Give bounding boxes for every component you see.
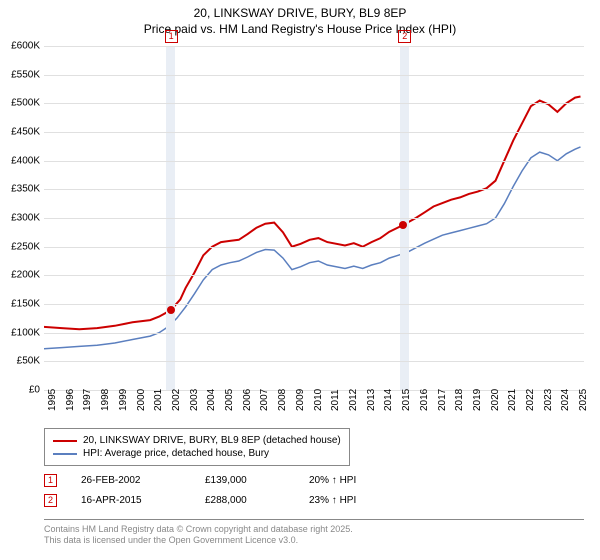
gridline	[44, 218, 584, 219]
gridline	[44, 75, 584, 76]
sale-marker-2: 2	[398, 30, 411, 43]
xtick-label: 2014	[383, 389, 394, 411]
sale-date: 26-FEB-2002	[81, 475, 181, 486]
gridline	[44, 333, 584, 334]
ytick-label: £0	[0, 385, 40, 396]
sales-table: 1 26-FEB-2002 £139,000 20% ↑ HPI 2 16-APR-201…	[44, 470, 356, 510]
footer: Contains HM Land Registry data © Crown c…	[44, 519, 584, 546]
gridline	[44, 361, 584, 362]
xtick-label: 2021	[507, 389, 518, 411]
legend: 20, LINKSWAY DRIVE, BURY, BL9 8EP (detac…	[44, 428, 350, 466]
xtick-label: 2008	[277, 389, 288, 411]
gridline	[44, 103, 584, 104]
xtick-label: 2023	[543, 389, 554, 411]
xtick-label: 2022	[525, 389, 536, 411]
ytick-label: £200K	[0, 270, 40, 281]
xtick-label: 2006	[242, 389, 253, 411]
ytick-label: £500K	[0, 98, 40, 109]
xtick-label: 2004	[206, 389, 217, 411]
gridline	[44, 46, 584, 47]
xtick-label: 2001	[153, 389, 164, 411]
ytick-label: £300K	[0, 213, 40, 224]
xtick-label: 2016	[419, 389, 430, 411]
xtick-label: 1998	[100, 389, 111, 411]
xtick-label: 2003	[189, 389, 200, 411]
sale-price: £288,000	[205, 495, 285, 506]
title-line-1: 20, LINKSWAY DRIVE, BURY, BL9 8EP	[0, 6, 600, 22]
sale-date: 16-APR-2015	[81, 495, 181, 506]
xtick-label: 2009	[295, 389, 306, 411]
sale-dot	[167, 306, 175, 314]
series-line	[44, 147, 581, 349]
ytick-label: £400K	[0, 155, 40, 166]
sale-marker-1: 1	[165, 30, 178, 43]
xtick-label: 2002	[171, 389, 182, 411]
xtick-label: 2018	[454, 389, 465, 411]
xtick-label: 2017	[437, 389, 448, 411]
chart-container: 20, LINKSWAY DRIVE, BURY, BL9 8EP Price …	[0, 0, 600, 560]
gridline	[44, 247, 584, 248]
ytick-label: £600K	[0, 41, 40, 52]
gridline	[44, 132, 584, 133]
xtick-label: 1999	[118, 389, 129, 411]
gridline	[44, 189, 584, 190]
sale-number-box: 1	[44, 474, 57, 487]
xtick-label: 2024	[560, 389, 571, 411]
legend-label: HPI: Average price, detached house, Bury	[83, 448, 269, 459]
sale-dot	[399, 221, 407, 229]
ytick-label: £250K	[0, 241, 40, 252]
sale-row: 1 26-FEB-2002 £139,000 20% ↑ HPI	[44, 470, 356, 490]
xtick-label: 1997	[82, 389, 93, 411]
gridline	[44, 161, 584, 162]
ytick-label: £50K	[0, 356, 40, 367]
xtick-label: 2007	[259, 389, 270, 411]
sale-number-box: 2	[44, 494, 57, 507]
legend-item: HPI: Average price, detached house, Bury	[53, 448, 341, 459]
chart-title: 20, LINKSWAY DRIVE, BURY, BL9 8EP Price …	[0, 0, 600, 37]
gridline	[44, 275, 584, 276]
xtick-label: 2010	[313, 389, 324, 411]
footer-line-1: Contains HM Land Registry data © Crown c…	[44, 524, 584, 535]
xtick-label: 1995	[47, 389, 58, 411]
sale-price: £139,000	[205, 475, 285, 486]
ytick-label: £100K	[0, 327, 40, 338]
footer-line-2: This data is licensed under the Open Gov…	[44, 535, 584, 546]
xtick-label: 2012	[348, 389, 359, 411]
xtick-label: 2005	[224, 389, 235, 411]
xtick-label: 2013	[366, 389, 377, 411]
xtick-label: 2015	[401, 389, 412, 411]
ytick-label: £350K	[0, 184, 40, 195]
legend-label: 20, LINKSWAY DRIVE, BURY, BL9 8EP (detac…	[83, 435, 341, 446]
sale-row: 2 16-APR-2015 £288,000 23% ↑ HPI	[44, 490, 356, 510]
plot-area: 12£0£50K£100K£150K£200K£250K£300K£350K£4…	[44, 46, 584, 391]
xtick-label: 2011	[330, 389, 341, 411]
gridline	[44, 304, 584, 305]
title-line-2: Price paid vs. HM Land Registry's House …	[0, 22, 600, 38]
xtick-label: 2020	[490, 389, 501, 411]
xtick-label: 2025	[578, 389, 589, 411]
ytick-label: £450K	[0, 127, 40, 138]
legend-swatch	[53, 453, 77, 455]
sale-delta: 23% ↑ HPI	[309, 495, 356, 506]
ytick-label: £150K	[0, 299, 40, 310]
xtick-label: 2019	[472, 389, 483, 411]
legend-item: 20, LINKSWAY DRIVE, BURY, BL9 8EP (detac…	[53, 435, 341, 446]
legend-swatch	[53, 440, 77, 442]
ytick-label: £550K	[0, 69, 40, 80]
xtick-label: 2000	[136, 389, 147, 411]
xtick-label: 1996	[65, 389, 76, 411]
sale-delta: 20% ↑ HPI	[309, 475, 356, 486]
